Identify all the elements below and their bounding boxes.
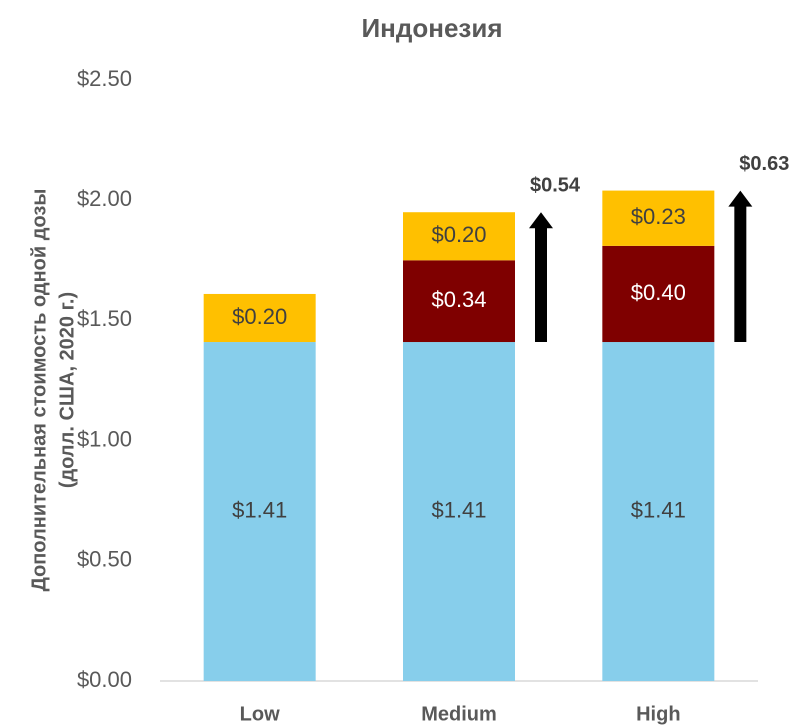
x-tick-label: Low	[240, 703, 280, 725]
bar-segment	[203, 342, 316, 681]
data-label: $0.23	[631, 204, 686, 229]
data-label: $0.20	[431, 222, 486, 247]
data-label: $0.40	[631, 280, 686, 305]
y-tick-label: $1.50	[77, 306, 132, 331]
chart-title: Индонезия	[361, 13, 502, 43]
data-label: $1.41	[631, 497, 686, 522]
arrow	[529, 212, 553, 343]
bar-segment	[403, 212, 515, 261]
data-label: $1.41	[431, 497, 486, 522]
bar-segment	[403, 260, 515, 343]
data-label: $0.20	[232, 304, 287, 329]
bar-segment	[203, 293, 316, 343]
y-axis-label: (долл. США, 2020 г.)	[56, 292, 78, 488]
bar-segment	[602, 245, 715, 343]
y-tick-label: $2.00	[77, 186, 132, 211]
data-label: $1.41	[232, 497, 287, 522]
annotation: $0.63	[739, 153, 789, 175]
y-tick-label: $1.00	[77, 426, 132, 451]
bar-segment	[602, 342, 715, 681]
x-tick-label: High	[636, 703, 680, 725]
y-tick-label: $0.50	[77, 547, 132, 572]
bar-segment	[403, 342, 515, 681]
y-axis-label: Дополнительная стоимость одной дозы	[28, 189, 50, 592]
arrow	[728, 190, 753, 343]
x-tick-label: Medium	[421, 703, 497, 725]
y-tick-label: $0.00	[77, 667, 132, 692]
bar-segment	[602, 190, 715, 246]
annotation: $0.54	[530, 175, 581, 197]
data-label: $0.34	[431, 287, 486, 312]
y-tick-label: $2.50	[77, 66, 132, 91]
